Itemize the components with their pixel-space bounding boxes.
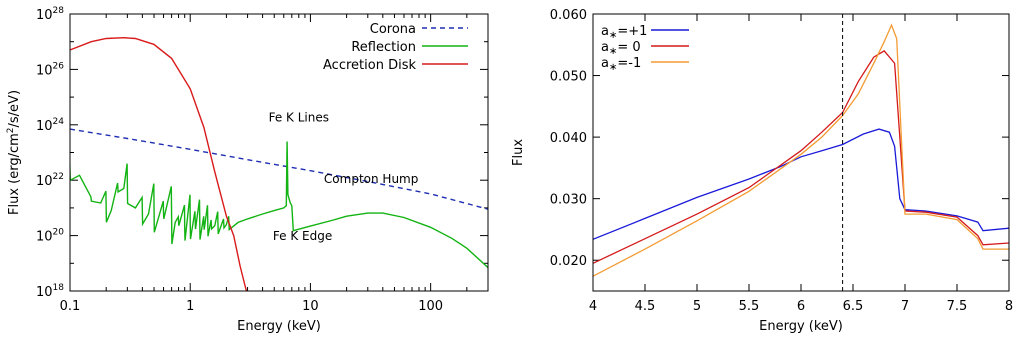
- y-tick-label: 1020: [36, 228, 64, 245]
- series-line: [593, 128, 1009, 240]
- y-tick-label: 0.030: [550, 193, 587, 208]
- series-line-reflection: [70, 141, 488, 269]
- x-tick-label: 4.5: [635, 299, 656, 314]
- y-tick-label: 1026: [36, 61, 64, 78]
- y-tick-label: 1022: [36, 172, 64, 189]
- x-tick-label: 7: [901, 299, 909, 314]
- y-tick-label: 0.050: [550, 70, 587, 85]
- y-tick-label: 1018: [36, 283, 64, 300]
- x-tick-label: 6.5: [843, 299, 864, 314]
- chart-sed: 0.1 1 10 100 1018 1020 1022 1024 1026 1028 Corona R…: [6, 6, 489, 334]
- y-tick-label: 0.060: [550, 8, 587, 23]
- series-line: [593, 50, 1009, 264]
- y-tick-label: 1028: [36, 6, 64, 23]
- y-tick-label: 1024: [36, 117, 64, 134]
- x-tick-label: 0.1: [60, 299, 81, 314]
- y-axis-label: Flux: [511, 139, 526, 166]
- legend-label: a∗= 0: [601, 40, 641, 57]
- legend-label: Reflection: [351, 40, 416, 55]
- chart-fe-line: 4 4.5 5 5.5 6 6.5 7 7.5 8 0.020 0.030 0.040 0.050 0.0…: [511, 8, 1013, 334]
- series-line-corona: [70, 128, 488, 210]
- x-axis-label: Energy (keV): [759, 319, 843, 334]
- x-tick-label: 7.5: [947, 299, 968, 314]
- x-tick-label: 5.5: [739, 299, 760, 314]
- x-axis-label: Energy (keV): [237, 319, 321, 334]
- y-tick-label: 0.020: [550, 254, 587, 269]
- legend-label: a∗=-1: [601, 56, 641, 73]
- x-tick-label: 10: [302, 299, 319, 314]
- series-line: [593, 23, 1009, 277]
- x-tick-label: 5: [693, 299, 701, 314]
- legend-label: Accretion Disk: [323, 58, 416, 73]
- y-tick-label: 0.040: [550, 131, 587, 146]
- y-axis-label: Flux (erg/cm2/s/eV): [6, 90, 22, 215]
- x-tick-label: 8: [1005, 299, 1013, 314]
- x-tick-label: 6: [797, 299, 805, 314]
- series-line-accretion-disk: [70, 36, 248, 291]
- x-tick-label: 1: [186, 299, 194, 314]
- annotation: Fe K Lines: [269, 111, 329, 125]
- annotation: Fe K Edge: [273, 229, 332, 243]
- x-tick-label: 4: [589, 299, 597, 314]
- plot-frame: [592, 13, 1010, 292]
- plot-frame: [69, 13, 489, 292]
- legend-label: Corona: [370, 22, 416, 37]
- annotation: Compton Hump: [324, 172, 418, 186]
- legend-label: a∗=+1: [601, 24, 647, 41]
- x-tick-label: 100: [418, 299, 443, 314]
